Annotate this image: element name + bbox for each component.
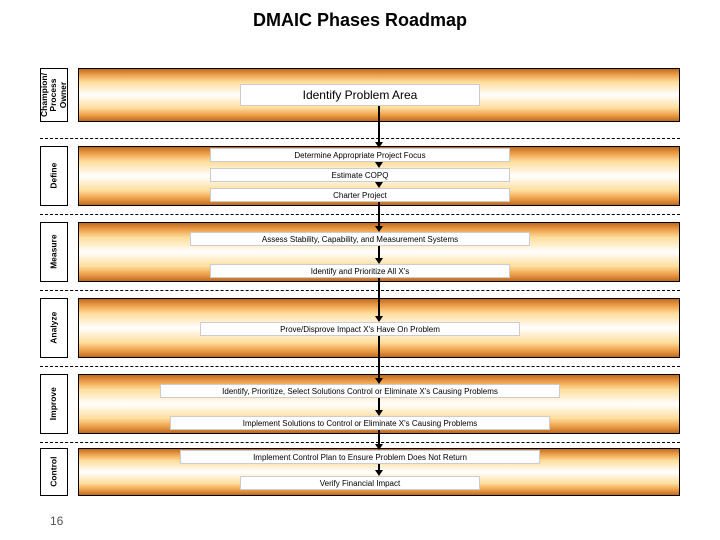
flow-arrow-head	[375, 162, 383, 168]
phase-label-text: Measure	[49, 235, 58, 270]
step-determine-focus: Determine Appropriate Project Focus	[210, 148, 510, 162]
phase-label-measure: Measure	[40, 222, 68, 282]
phase-label-define: Define	[40, 146, 68, 206]
step-identify-problem: Identify Problem Area	[240, 84, 480, 106]
phase-label-analyze: Analyze	[40, 298, 68, 358]
step-estimate-copq: Estimate COPQ	[210, 168, 510, 182]
step-identify-xs: Identify and Prioritize All X's	[210, 264, 510, 278]
flow-arrow-head	[375, 182, 383, 188]
phase-label-improve: Improve	[40, 374, 68, 434]
phase-separator	[40, 214, 680, 215]
phase-separator	[40, 442, 680, 443]
phase-label-text: Improve	[49, 387, 58, 420]
flow-arrow-line	[378, 106, 380, 144]
step-implement-solutions: Implement Solutions to Control or Elimin…	[170, 416, 550, 430]
step-control-plan: Implement Control Plan to Ensure Problem…	[180, 450, 540, 464]
step-prove-disprove: Prove/Disprove Impact X's Have On Proble…	[200, 322, 520, 336]
phase-label-text: Champion/ProcessOwner	[40, 73, 68, 117]
phase-label-champion: Champion/ProcessOwner	[40, 68, 68, 122]
step-verify-financial: Verify Financial Impact	[240, 476, 480, 490]
flow-arrow-head	[375, 470, 383, 476]
step-assess-stability: Assess Stability, Capability, and Measur…	[190, 232, 530, 246]
flow-arrow-head	[375, 142, 383, 148]
step-charter-project: Charter Project	[210, 188, 510, 202]
flow-arrow-head	[375, 378, 383, 384]
flow-arrow-head	[375, 316, 383, 322]
phase-label-text: Analyze	[49, 312, 58, 344]
flow-arrow-head	[375, 258, 383, 264]
step-select-solutions: Identify, Prioritize, Select Solutions C…	[160, 384, 560, 398]
phase-separator	[40, 366, 680, 367]
page-title: DMAIC Phases Roadmap	[0, 0, 720, 31]
phase-label-control: Control	[40, 448, 68, 496]
phase-label-text: Define	[49, 163, 58, 189]
phase-separator	[40, 138, 680, 139]
roadmap-canvas: Champion/ProcessOwner Define Measure Analyz…	[40, 68, 680, 496]
flow-arrow-head	[375, 226, 383, 232]
flow-arrow-line	[378, 278, 380, 318]
flow-arrow-line	[378, 202, 380, 228]
flow-arrow-head	[375, 444, 383, 450]
flow-arrow-head	[375, 410, 383, 416]
phase-label-text: Control	[49, 457, 58, 487]
page-number: 16	[50, 514, 63, 528]
flow-arrow-line	[378, 336, 380, 380]
phase-separator	[40, 290, 680, 291]
